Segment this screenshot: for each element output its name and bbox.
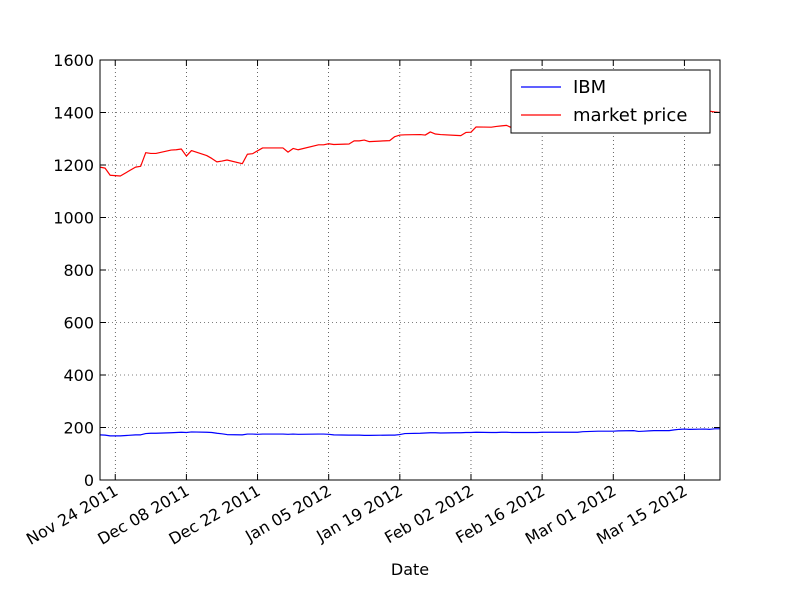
y-tick-label: 800 bbox=[63, 261, 94, 280]
legend-box bbox=[510, 69, 711, 134]
y-tick-label: 1400 bbox=[53, 104, 94, 123]
legend-label-ibm: IBM bbox=[573, 77, 606, 98]
y-tick-label: 1600 bbox=[53, 51, 94, 70]
y-tick-label: 1000 bbox=[53, 209, 94, 228]
y-tick-label: 0 bbox=[84, 471, 94, 490]
y-tick-label: 600 bbox=[63, 314, 94, 333]
y-tick-label: 200 bbox=[63, 419, 94, 438]
y-tick-label: 1200 bbox=[53, 156, 94, 175]
axis-ticks bbox=[100, 59, 720, 481]
legend: IBM market price bbox=[510, 69, 711, 134]
series-line-ibm bbox=[99, 428, 720, 437]
legend-label-market-price: market price bbox=[573, 105, 687, 126]
y-tick-label: 400 bbox=[63, 366, 94, 385]
x-axis-label: Date bbox=[391, 560, 429, 579]
series-lines bbox=[99, 109, 721, 437]
